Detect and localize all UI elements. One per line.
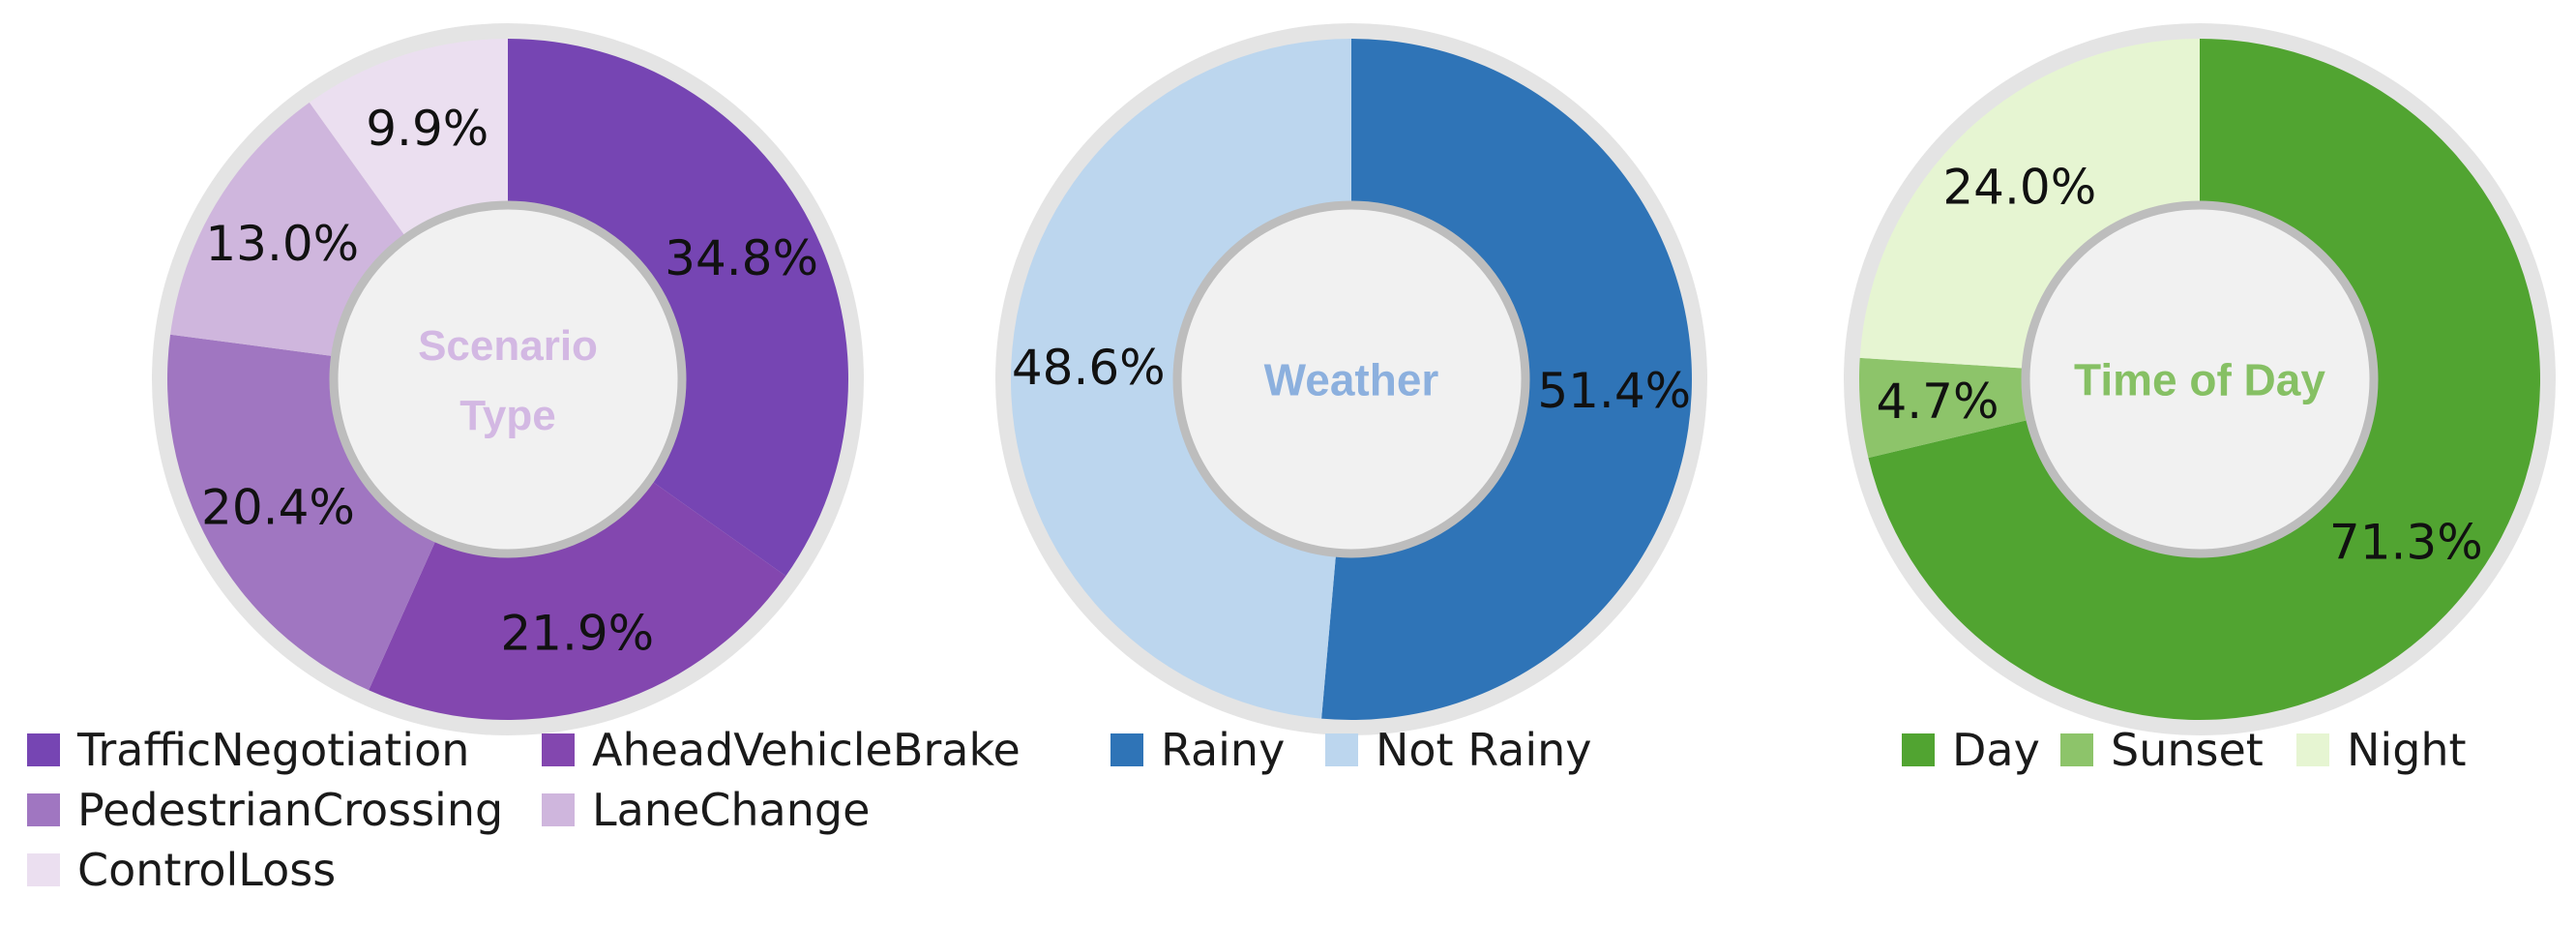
- legend-swatch: [27, 853, 60, 886]
- legend-item-sunset: Sunset: [2060, 724, 2264, 776]
- legend-label: LaneChange: [592, 784, 871, 836]
- legend-item-day: Day: [1902, 724, 2040, 776]
- legend-item-night: Night: [2296, 724, 2467, 776]
- center-hole: [329, 200, 687, 558]
- slice-value-label: 9.9%: [366, 101, 489, 157]
- slice-lanechange: [170, 102, 408, 357]
- legend-swatch: [1110, 733, 1143, 766]
- slice-value-label: 13.0%: [205, 216, 359, 272]
- legend-item-lanechange: LaneChange: [542, 784, 870, 836]
- legend-swatch: [542, 733, 575, 766]
- legend-item-pedestriancrossing: PedestrianCrossing: [27, 784, 503, 836]
- legend-swatch: [542, 793, 575, 826]
- legend-swatch: [1325, 733, 1358, 766]
- center-label: Scenario: [418, 322, 598, 370]
- slice-value-label: 4.7%: [1876, 374, 1999, 430]
- slice-rainy: [1321, 39, 1692, 720]
- legend-swatch: [2060, 733, 2093, 766]
- legend-label: Sunset: [2111, 724, 2264, 776]
- legend-label: Not Rainy: [1376, 724, 1592, 776]
- legend-label: AheadVehicleBrake: [592, 724, 1021, 776]
- legend-label: Day: [1952, 724, 2040, 776]
- legend-swatch: [27, 793, 60, 826]
- slice-value-label: 34.8%: [665, 230, 818, 286]
- legend-swatch: [1902, 733, 1935, 766]
- center-hole: [1172, 200, 1530, 558]
- slice-value-label: 51.4%: [1537, 363, 1691, 419]
- legend-swatch: [2296, 733, 2329, 766]
- slice-controlloss: [309, 39, 508, 240]
- donut-chart-2: 71.3% 4.7% 24.0% Time of Day: [1844, 23, 2556, 735]
- slice-night: [1859, 39, 2200, 369]
- donut-chart-0: 34.8% 21.9% 20.4% 13.0% 9.9% Scenario Type: [152, 23, 864, 735]
- slice-value-label: 71.3%: [2329, 515, 2483, 571]
- center-label: Weather: [1264, 355, 1439, 405]
- legend-label: ControlLoss: [77, 844, 337, 896]
- slice-value-label: 20.4%: [201, 480, 355, 536]
- slice-day: [1868, 39, 2541, 720]
- legend-swatch: [27, 733, 60, 766]
- legend-item-rainy: Rainy: [1110, 724, 1285, 776]
- legend-label: TrafficNegotiation: [77, 724, 470, 776]
- donut-chart-1: 51.4% 48.6% Weather: [995, 23, 1707, 735]
- legend-item-aheadvehiclebrake: AheadVehicleBrake: [542, 724, 1021, 776]
- slice-pedestriancrossing: [166, 334, 438, 691]
- legend-label: Night: [2347, 724, 2467, 776]
- legend-label: PedestrianCrossing: [77, 784, 504, 836]
- slice-sunset: [1859, 357, 2032, 459]
- slice-trafficnegotiation: [508, 39, 848, 577]
- slice-not-rainy: [1010, 38, 1351, 719]
- legend-item-not-rainy: Not Rainy: [1325, 724, 1592, 776]
- slice-aheadvehiclebrake: [369, 478, 786, 721]
- legend-label: Rainy: [1161, 724, 1286, 776]
- slice-value-label: 24.0%: [1942, 160, 2096, 216]
- slice-value-label: 48.6%: [1012, 340, 1166, 396]
- center-hole: [2021, 200, 2379, 558]
- center-label: Type: [459, 392, 555, 439]
- slice-value-label: 21.9%: [500, 605, 654, 661]
- center-label: Time of Day: [2074, 355, 2325, 405]
- legend-item-trafficnegotiation: TrafficNegotiation: [27, 724, 469, 776]
- legend-item-controlloss: ControlLoss: [27, 844, 336, 896]
